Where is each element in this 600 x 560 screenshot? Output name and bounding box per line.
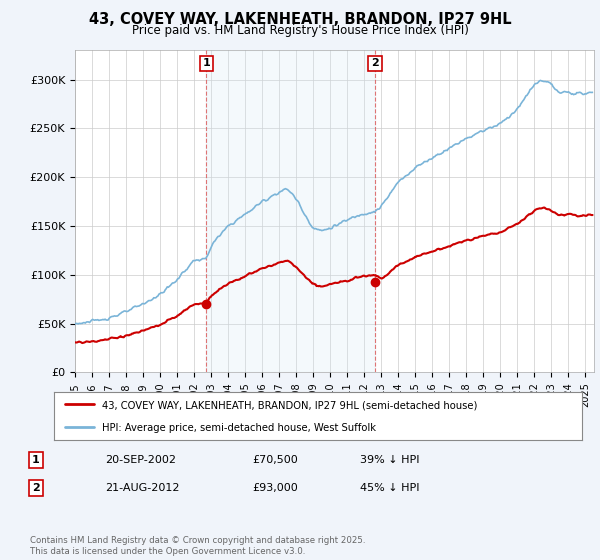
Bar [206, 50, 375, 372]
Text: 43, COVEY WAY, LAKENHEATH, BRANDON, IP27 9HL (semi-detached house): 43, COVEY WAY, LAKENHEATH, BRANDON, IP27… [101, 400, 477, 410]
Text: Price paid vs. HM Land Registry's House Price Index (HPI): Price paid vs. HM Land Registry's House … [131, 24, 469, 36]
Text: £70,500: £70,500 [252, 455, 298, 465]
Text: £93,000: £93,000 [252, 483, 298, 493]
Text: 1: 1 [202, 58, 210, 68]
Text: 20-SEP-2002: 20-SEP-2002 [105, 455, 176, 465]
Text: 45% ↓ HPI: 45% ↓ HPI [360, 483, 419, 493]
Text: 2: 2 [371, 58, 379, 68]
Text: 39% ↓ HPI: 39% ↓ HPI [360, 455, 419, 465]
Text: Contains HM Land Registry data © Crown copyright and database right 2025.
This d: Contains HM Land Registry data © Crown c… [30, 536, 365, 556]
Text: HPI: Average price, semi-detached house, West Suffolk: HPI: Average price, semi-detached house,… [101, 423, 376, 433]
Text: 2: 2 [32, 483, 40, 493]
Text: 1: 1 [32, 455, 40, 465]
Text: 21-AUG-2012: 21-AUG-2012 [105, 483, 179, 493]
Text: 43, COVEY WAY, LAKENHEATH, BRANDON, IP27 9HL: 43, COVEY WAY, LAKENHEATH, BRANDON, IP27… [89, 12, 511, 27]
